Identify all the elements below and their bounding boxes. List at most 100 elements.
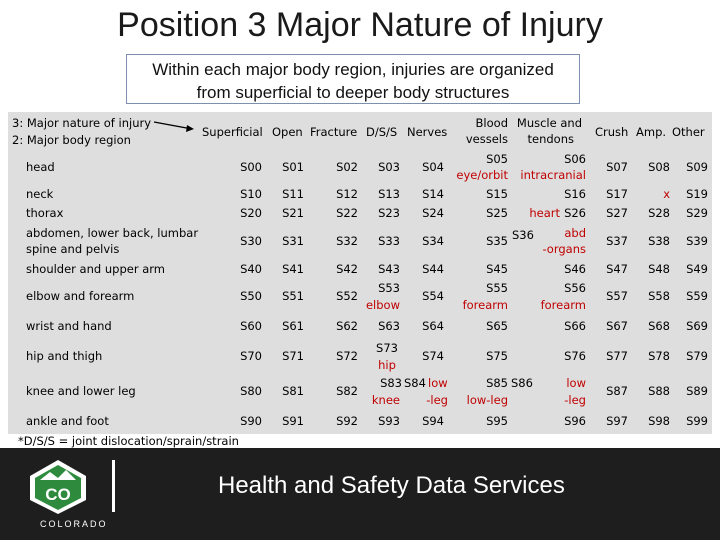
footer-bar: CO COLORADO Health and Safety Data Servi… <box>0 448 720 540</box>
cell-elbow-open: S51 <box>282 289 304 303</box>
cell-neck-blood: S15 <box>486 187 508 201</box>
cell-abdomen-muscle: S36 <box>512 228 534 242</box>
cell-thorax-dss: S23 <box>378 206 400 220</box>
colorado-logo: CO COLORADO <box>18 456 106 536</box>
cell-knee-crush: S87 <box>606 384 628 398</box>
cell-abdomen-nerves: S34 <box>422 234 444 248</box>
cell-knee-open: S81 <box>282 384 304 398</box>
row-label-shoulder: shoulder and upper arm <box>26 262 165 276</box>
cell-head-dss: S03 <box>378 160 400 174</box>
row-label-ankle: ankle and foot <box>26 414 109 428</box>
cell-elbow-blood: S55 <box>486 281 508 295</box>
header-open: Open <box>272 125 303 139</box>
cell-hip-muscle: S76 <box>564 349 586 363</box>
cell-elbow-dss: S53 <box>378 281 400 295</box>
subtitle-line-1: Within each major body region, injuries … <box>152 60 554 79</box>
cell-wrist-nerves: S64 <box>422 319 444 333</box>
cell-ankle-other: S99 <box>686 414 708 428</box>
header-nerves: Nerves <box>407 125 448 139</box>
cell-wrist-crush: S67 <box>606 319 628 333</box>
cell-elbow-superficial: S50 <box>240 289 262 303</box>
row-label-hip: hip and thigh <box>26 349 103 363</box>
cell-knee-superficial: S80 <box>240 384 262 398</box>
header-dss: D/S/S <box>366 125 398 139</box>
cell-wrist-muscle: S66 <box>564 319 586 333</box>
cell-shoulder-muscle: S46 <box>564 262 586 276</box>
cell-neck-amp: x <box>663 187 670 201</box>
cell-abdomen-dss: S33 <box>378 234 400 248</box>
cell-abdomen-blood: S35 <box>486 234 508 248</box>
cell-hip-amp: S78 <box>648 349 670 363</box>
logo-wordmark: COLORADO <box>40 519 108 529</box>
cell-thorax-blood: S25 <box>486 206 508 220</box>
cell-elbow-dss-note: elbow <box>365 298 400 312</box>
cell-neck-crush: S17 <box>606 187 628 201</box>
cell-thorax-fracture: S22 <box>336 206 358 220</box>
header-superficial: Superficial <box>202 125 263 139</box>
cell-abdomen-fracture: S32 <box>336 234 358 248</box>
cell-ankle-crush: S97 <box>606 414 628 428</box>
cell-neck-other: S19 <box>686 187 708 201</box>
cell-elbow-amp: S58 <box>648 289 670 303</box>
cell-shoulder-other: S49 <box>686 262 708 276</box>
cell-head-crush: S07 <box>606 160 628 174</box>
cell-head-blood: S05 <box>486 152 508 166</box>
cell-shoulder-dss: S43 <box>378 262 400 276</box>
cell-ankle-muscle: S96 <box>564 414 586 428</box>
cell-thorax-open: S21 <box>282 206 304 220</box>
subtitle-box: Within each major body region, injuries … <box>126 54 580 104</box>
cell-ankle-amp: S98 <box>648 414 670 428</box>
header-amp: Amp. <box>636 125 667 139</box>
cell-wrist-dss: S63 <box>378 319 400 333</box>
cell-knee-muscle-note-2: -leg <box>564 393 586 407</box>
legend-line-2: 2: Major body region <box>12 133 131 147</box>
footnote: *D/S/S = joint dislocation/sprain/strain <box>18 434 239 448</box>
cell-knee-muscle-note-1: low <box>566 376 586 390</box>
cell-head-open: S01 <box>282 160 304 174</box>
cell-abdomen-other: S39 <box>686 234 708 248</box>
cell-abdomen-amp: S38 <box>648 234 670 248</box>
cell-shoulder-fracture: S42 <box>336 262 358 276</box>
cell-head-muscle-note: intracranial <box>520 168 586 182</box>
row-label-knee: knee and lower leg <box>26 384 136 398</box>
header-fracture: Fracture <box>310 125 358 139</box>
header-crush: Crush <box>595 125 629 139</box>
cell-knee-other: S89 <box>686 384 708 398</box>
cell-head-blood-note: eye/orbit <box>456 168 508 182</box>
row-label-thorax: thorax <box>26 206 64 220</box>
row-label-abdomen-2: spine and pelvis <box>26 242 120 256</box>
cell-thorax-other: S29 <box>686 206 708 220</box>
cell-knee-nerves-note-1: low <box>428 376 448 390</box>
cell-shoulder-open: S41 <box>282 262 304 276</box>
cell-elbow-other: S59 <box>686 289 708 303</box>
cell-abdomen-crush: S37 <box>606 234 628 248</box>
cell-head-nerves: S04 <box>422 160 444 174</box>
cell-thorax-amp: S28 <box>648 206 670 220</box>
cell-head-muscle: S06 <box>564 152 586 166</box>
row-label-wrist: wrist and hand <box>26 319 112 333</box>
cell-head-fracture: S02 <box>336 160 358 174</box>
logo-divider <box>112 460 115 512</box>
cell-shoulder-nerves: S44 <box>422 262 444 276</box>
cell-knee-nerves-note-2: -leg <box>426 393 448 407</box>
cell-elbow-nerves: S54 <box>422 289 444 303</box>
header-blood-vessels-2: vessels <box>465 132 508 146</box>
cell-elbow-fracture: S52 <box>336 289 358 303</box>
cell-knee-blood: S85 <box>486 376 508 390</box>
cell-head-other: S09 <box>686 160 708 174</box>
cell-knee-blood-note: low-leg <box>466 393 508 407</box>
cell-neck-superficial: S10 <box>240 187 262 201</box>
cell-hip-crush: S77 <box>606 349 628 363</box>
row-label-neck: neck <box>26 187 54 201</box>
cell-elbow-blood-note: forearm <box>462 298 508 312</box>
cell-thorax-muscle-note: heart <box>529 206 560 220</box>
cell-knee-nerves: S84 <box>404 376 426 390</box>
cell-neck-dss: S13 <box>378 187 400 201</box>
legend-arrows <box>153 121 194 132</box>
cell-ankle-fracture: S92 <box>336 414 358 428</box>
header-muscle-tendons-2: tendons <box>527 132 575 146</box>
cell-elbow-muscle: S56 <box>564 281 586 295</box>
row-label-head: head <box>26 160 55 174</box>
cell-thorax-muscle: S26 <box>564 206 586 220</box>
footer-title: Health and Safety Data Services <box>218 472 565 499</box>
